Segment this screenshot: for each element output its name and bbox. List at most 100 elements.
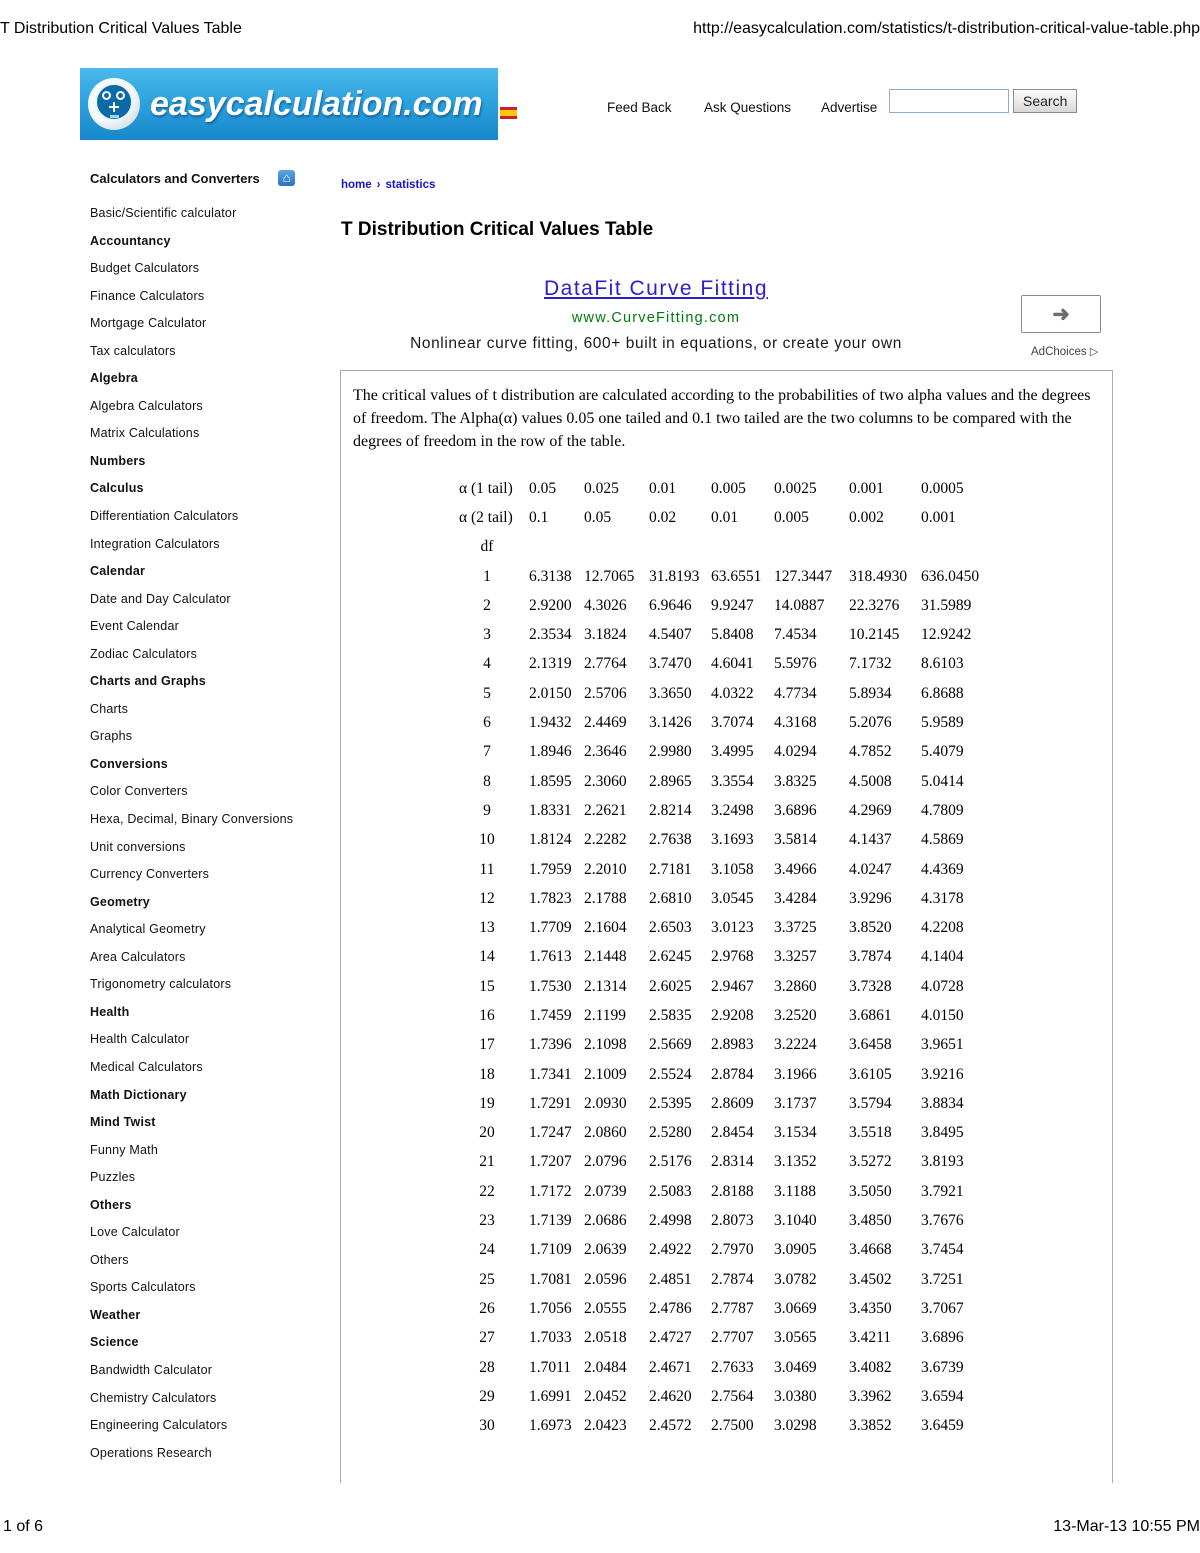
t-critical-value: 3.1737 xyxy=(774,1094,817,1112)
table-row: 15 1.7530 2.1314 2.6025 2.9467 3.2860 3.7328 4.… xyxy=(453,972,993,1001)
search-input[interactable] xyxy=(889,89,1009,113)
table-row: 28 1.7011 2.0484 2.4671 2.7633 3.0469 3.4082 3.… xyxy=(453,1353,993,1382)
sidebar-item-funny-math[interactable]: Funny Math xyxy=(90,1142,159,1157)
sidebar-item-health[interactable]: Health xyxy=(90,1004,130,1019)
sidebar-item-engineering-calculators[interactable]: Engineering Calculators xyxy=(90,1418,228,1433)
sidebar-item-love-calculator[interactable]: Love Calculator xyxy=(90,1225,180,1240)
sidebar-item-event-calendar[interactable]: Event Calendar xyxy=(90,619,179,634)
t-critical-value: 2.0423 xyxy=(584,1417,627,1435)
site-logo-banner[interactable]: easycalculation.com xyxy=(80,68,498,140)
spanish-flag-icon[interactable] xyxy=(500,107,517,119)
sidebar-item-sports-calculators[interactable]: Sports Calculators xyxy=(90,1280,196,1295)
sidebar-item-bandwidth-calculator[interactable]: Bandwidth Calculator xyxy=(90,1362,213,1377)
sidebar-item-medical-calculators[interactable]: Medical Calculators xyxy=(90,1059,203,1074)
adchoices-link[interactable]: AdChoices ▷ xyxy=(1031,345,1098,358)
alpha-2tail-label: α (2 tail) xyxy=(459,508,513,526)
sidebar-item-others[interactable]: Others xyxy=(90,1197,132,1212)
sidebar-item-conversions[interactable]: Conversions xyxy=(90,756,168,771)
t-critical-value: 2.0796 xyxy=(584,1153,627,1171)
sidebar-item-algebra[interactable]: Algebra xyxy=(90,371,138,386)
sidebar-item-tax-calculators[interactable]: Tax calculators xyxy=(90,343,176,358)
sidebar-item-numbers[interactable]: Numbers xyxy=(90,453,146,468)
t-critical-value: 3.0469 xyxy=(774,1358,817,1376)
sidebar-item-accountancy[interactable]: Accountancy xyxy=(90,233,171,248)
sidebar-item-calendar[interactable]: Calendar xyxy=(90,564,146,579)
sidebar-item-weather[interactable]: Weather xyxy=(90,1307,141,1322)
df-value: 1 xyxy=(483,567,491,585)
sidebar-item-differentiation-calculators[interactable]: Differentiation Calculators xyxy=(90,509,239,524)
t-critical-value: 31.8193 xyxy=(649,567,700,585)
sidebar-item-chemistry-calculators[interactable]: Chemistry Calculators xyxy=(90,1390,217,1405)
sidebar-item-date-and-day-calculator[interactable]: Date and Day Calculator xyxy=(90,591,231,606)
t-critical-value: 3.1058 xyxy=(711,860,754,878)
t-critical-value: 7.4534 xyxy=(774,626,817,644)
sidebar-title[interactable]: Calculators and Converters xyxy=(90,171,260,186)
t-critical-value: 2.7707 xyxy=(711,1329,754,1347)
t-critical-value: 2.6025 xyxy=(649,977,692,995)
t-critical-value: 3.2498 xyxy=(711,801,754,819)
sidebar-item-geometry[interactable]: Geometry xyxy=(90,894,150,909)
ad-body-text: Nonlinear curve fitting, 600+ built in e… xyxy=(410,335,902,352)
t-critical-value: 2.7181 xyxy=(649,860,692,878)
sidebar-item-trigonometry-calculators[interactable]: Trigonometry calculators xyxy=(90,977,232,992)
nav-link-ask-questions[interactable]: Ask Questions xyxy=(704,100,792,115)
t-critical-value: 2.0739 xyxy=(584,1182,627,1200)
breadcrumb-link-home[interactable]: home xyxy=(341,179,372,191)
df-value: 11 xyxy=(479,860,495,878)
sidebar-item-color-converters[interactable]: Color Converters xyxy=(90,784,188,799)
t-critical-value: 10.2145 xyxy=(849,626,900,644)
sidebar-item-unit-conversions[interactable]: Unit conversions xyxy=(90,839,186,854)
t-critical-value: 7.1732 xyxy=(849,655,892,673)
sidebar-item-matrix-calculations[interactable]: Matrix Calculations xyxy=(90,426,200,441)
sidebar-item-charts[interactable]: Charts xyxy=(90,701,129,716)
t-critical-value: 4.2969 xyxy=(849,801,892,819)
sidebar-item-calculus[interactable]: Calculus xyxy=(90,481,144,496)
t-critical-value: 3.2860 xyxy=(774,977,817,995)
sidebar-item-hexa-decimal-binary-conversions[interactable]: Hexa, Decimal, Binary Conversions xyxy=(90,812,294,827)
table-row: 17 1.7396 2.1098 2.5669 2.8983 3.2224 3.6458 3.… xyxy=(453,1031,993,1060)
sidebar-item-science[interactable]: Science xyxy=(90,1335,139,1350)
t-critical-value: 2.9467 xyxy=(711,977,754,995)
t-critical-value: 3.4995 xyxy=(711,743,754,761)
sidebar-item-puzzles[interactable]: Puzzles xyxy=(90,1170,136,1185)
df-value: 29 xyxy=(479,1387,495,1405)
sidebar-item-analytical-geometry[interactable]: Analytical Geometry xyxy=(90,922,206,937)
sidebar-item-area-calculators[interactable]: Area Calculators xyxy=(90,949,186,964)
t-critical-value: 2.0452 xyxy=(584,1387,627,1405)
sidebar-item-operations-research[interactable]: Operations Research xyxy=(90,1445,212,1460)
ad-display-url[interactable]: www.CurveFitting.com xyxy=(571,310,741,326)
sidebar-item-basic-scientific-calculator[interactable]: Basic/Scientific calculator xyxy=(90,206,237,220)
t-critical-value: 3.0782 xyxy=(774,1270,817,1288)
t-critical-value: 2.5835 xyxy=(649,1006,692,1024)
sidebar-item-math-dictionary[interactable]: Math Dictionary xyxy=(90,1087,187,1102)
home-icon[interactable]: ⌂ xyxy=(278,170,295,186)
t-critical-value: 2.0930 xyxy=(584,1094,627,1112)
nav-link-feed-back[interactable]: Feed Back xyxy=(607,100,672,115)
sidebar-item-others[interactable]: Others xyxy=(90,1252,129,1267)
sidebar-item-mind-twist[interactable]: Mind Twist xyxy=(90,1115,156,1130)
df-value: 18 xyxy=(479,1065,495,1083)
table-cell xyxy=(703,533,766,562)
df-value: 7 xyxy=(483,743,491,761)
t-critical-value: 2.5176 xyxy=(649,1153,692,1171)
sidebar-item-charts-and-graphs[interactable]: Charts and Graphs xyxy=(90,674,206,689)
t-critical-value: 3.4502 xyxy=(849,1270,892,1288)
t-critical-value: 3.8495 xyxy=(921,1124,964,1142)
search-button[interactable]: Search xyxy=(1013,89,1078,113)
nav-link-advertise[interactable]: Advertise xyxy=(821,100,878,115)
sidebar-item-integration-calculators[interactable]: Integration Calculators xyxy=(90,536,220,551)
sidebar-item-currency-converters[interactable]: Currency Converters xyxy=(90,867,210,882)
sidebar-item-budget-calculators[interactable]: Budget Calculators xyxy=(90,261,200,276)
breadcrumb-link-statistics[interactable]: statistics xyxy=(385,179,436,191)
sidebar-item-finance-calculators[interactable]: Finance Calculators xyxy=(90,288,205,303)
sidebar-item-health-calculator[interactable]: Health Calculator xyxy=(90,1032,190,1047)
sidebar-item-mortgage-calculator[interactable]: Mortgage Calculator xyxy=(90,316,207,331)
sidebar-item-zodiac-calculators[interactable]: Zodiac Calculators xyxy=(90,646,198,661)
sidebar-item-algebra-calculators[interactable]: Algebra Calculators xyxy=(90,398,203,413)
adchoices-button[interactable]: ➜ xyxy=(1021,295,1101,333)
sidebar-item-graphs[interactable]: Graphs xyxy=(90,729,133,744)
t-critical-value: 3.8325 xyxy=(774,772,817,790)
t-critical-value: 3.7874 xyxy=(849,948,892,966)
ad-headline-link[interactable]: DataFit Curve Fitting xyxy=(543,277,769,300)
